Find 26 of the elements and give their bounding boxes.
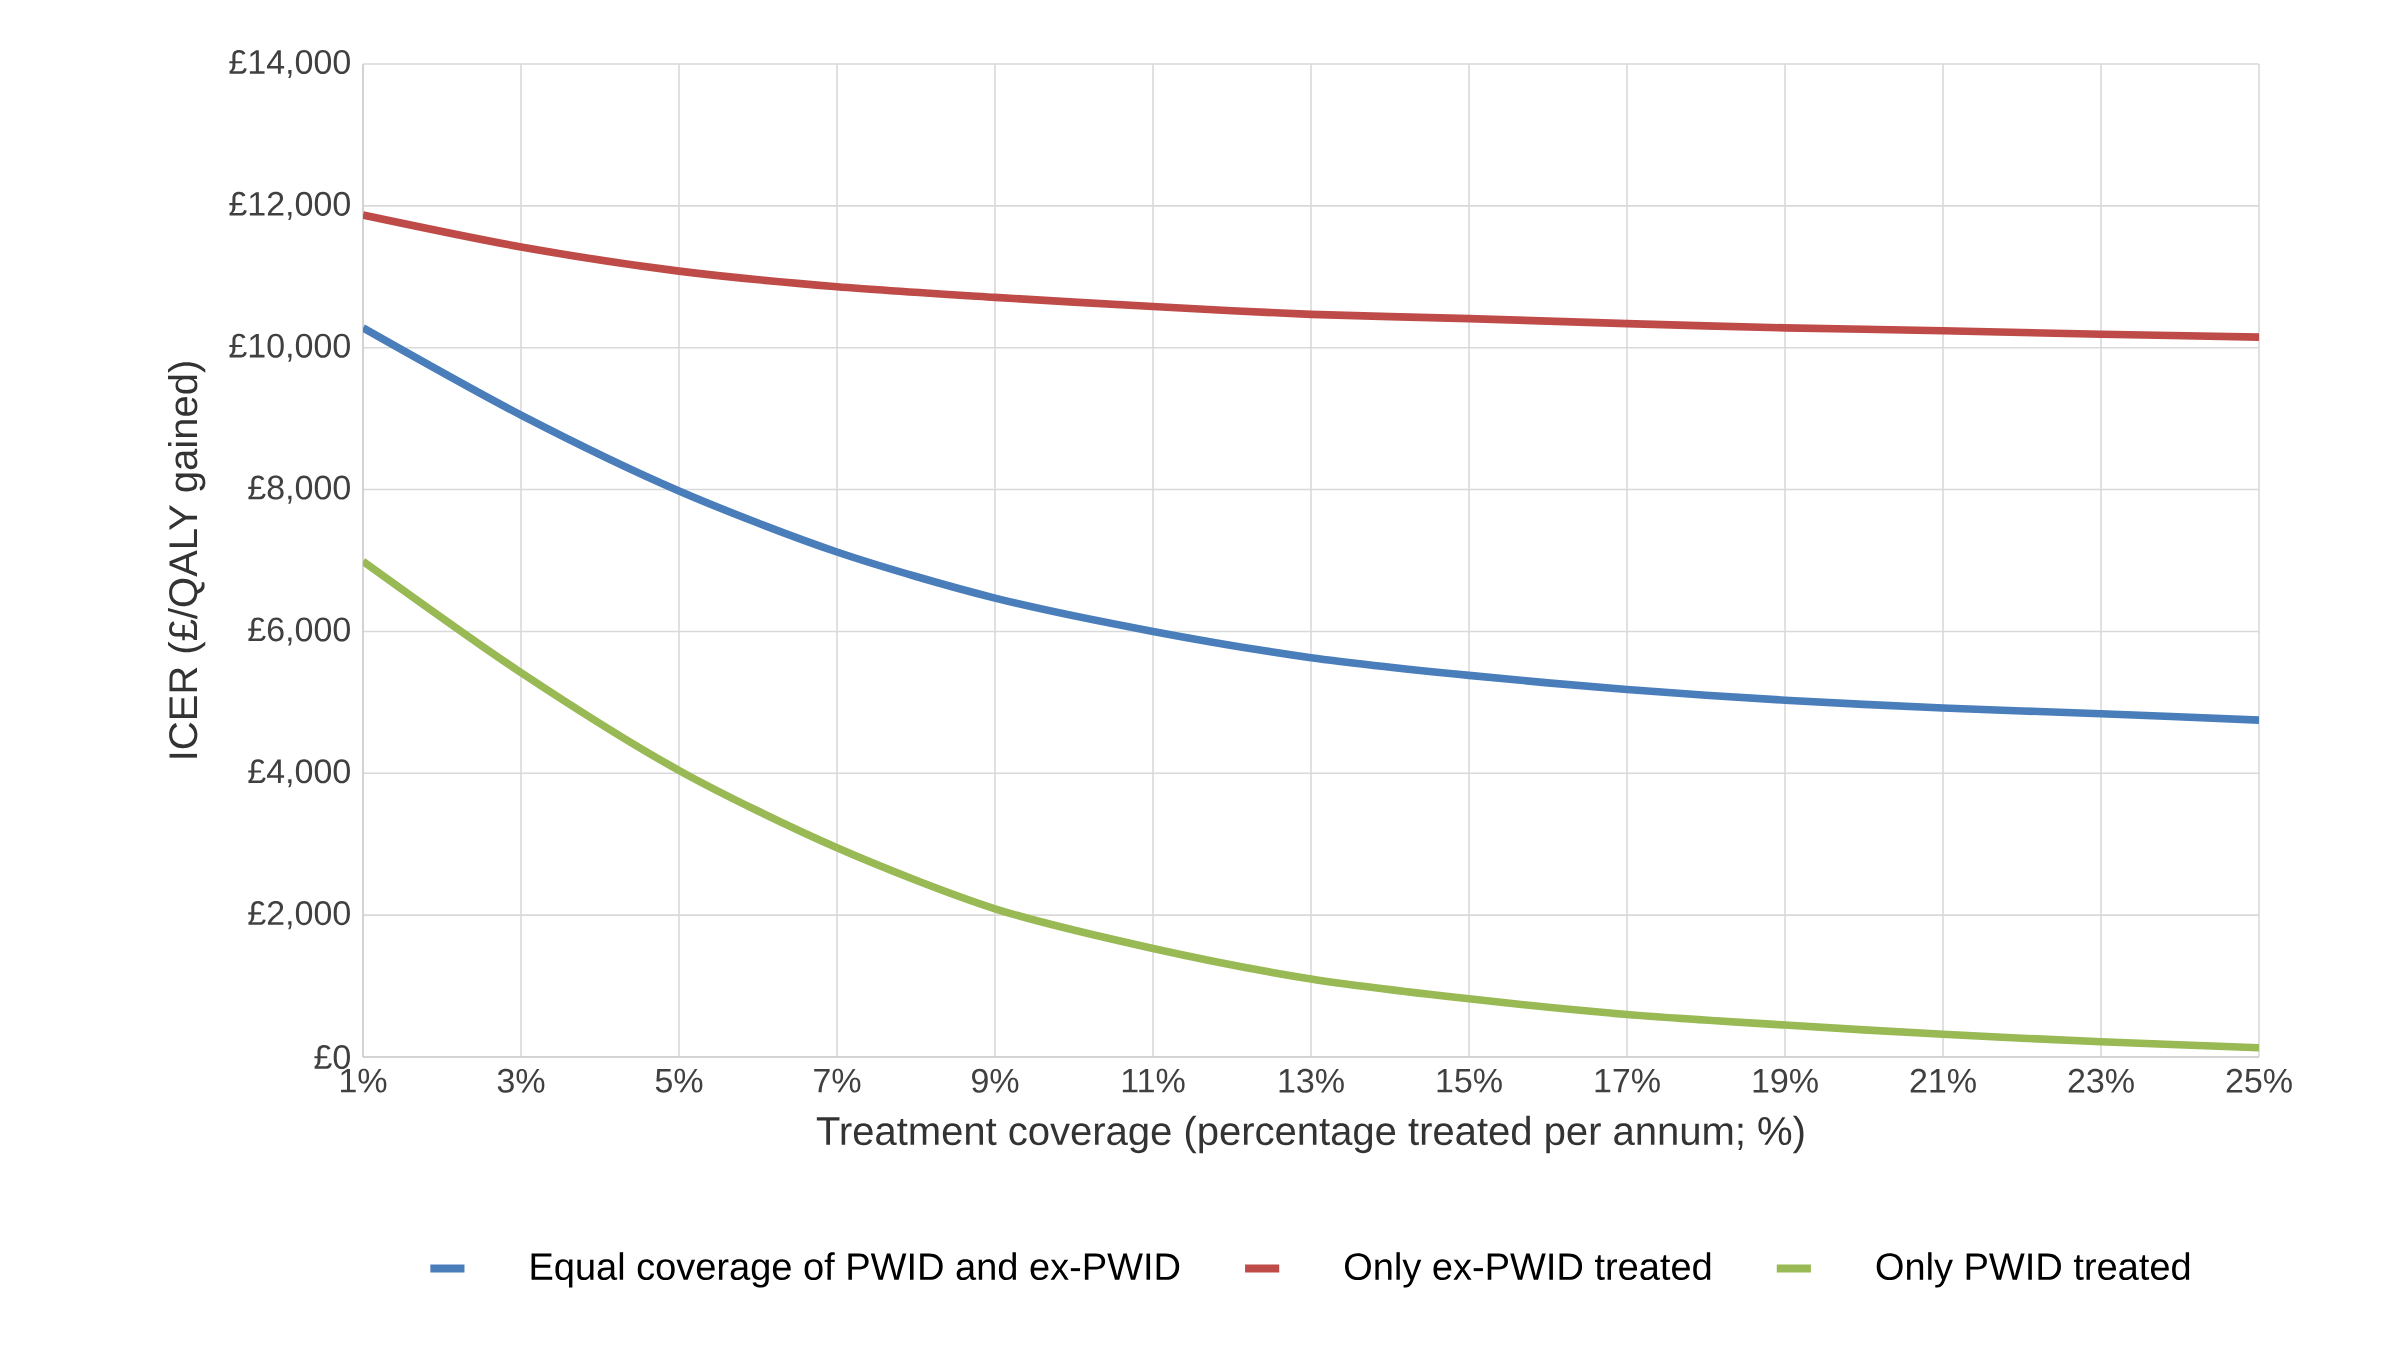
x-tick-label: 5% <box>655 1068 703 1093</box>
legend-label: Equal coverage of PWID and ex-PWID <box>531 1252 1180 1288</box>
x-tick-label: 19% <box>1753 1068 1818 1093</box>
x-tick-label: 9% <box>972 1068 1019 1093</box>
y-tick-label: £0 <box>314 1044 350 1070</box>
y-tick-label: £8,000 <box>248 475 350 504</box>
x-tick-label: 15% <box>1437 1068 1502 1093</box>
legend-label: Only ex-PWID treated <box>1345 1252 1711 1288</box>
x-tick-label: 3% <box>497 1068 545 1093</box>
x-axis-title: Treatment coverage (percentage treated per annum; %) <box>816 1115 1804 1154</box>
x-tick-label: 21% <box>1910 1068 1976 1093</box>
y-tick-label: £14,000 <box>229 49 350 79</box>
legend-label: Only PWID treated <box>1876 1252 2190 1288</box>
x-tick-label: 1% <box>341 1068 387 1093</box>
x-tick-label: 11% <box>1122 1068 1185 1093</box>
y-tick-label: £12,000 <box>229 191 350 220</box>
y-axis-title: ICER (£/QALY gained) <box>168 362 206 758</box>
x-tick-label: 23% <box>2068 1068 2134 1093</box>
y-tick-label: £10,000 <box>229 333 350 362</box>
x-tick-label: 13% <box>1279 1068 1344 1093</box>
y-tick-label: £6,000 <box>248 617 350 646</box>
y-tick-label: £2,000 <box>248 901 350 930</box>
x-tick-label: 7% <box>814 1068 861 1093</box>
y-tick-label: £4,000 <box>248 759 350 788</box>
x-tick-label: 17% <box>1595 1068 1660 1093</box>
x-tick-label: 25% <box>2226 1068 2292 1093</box>
